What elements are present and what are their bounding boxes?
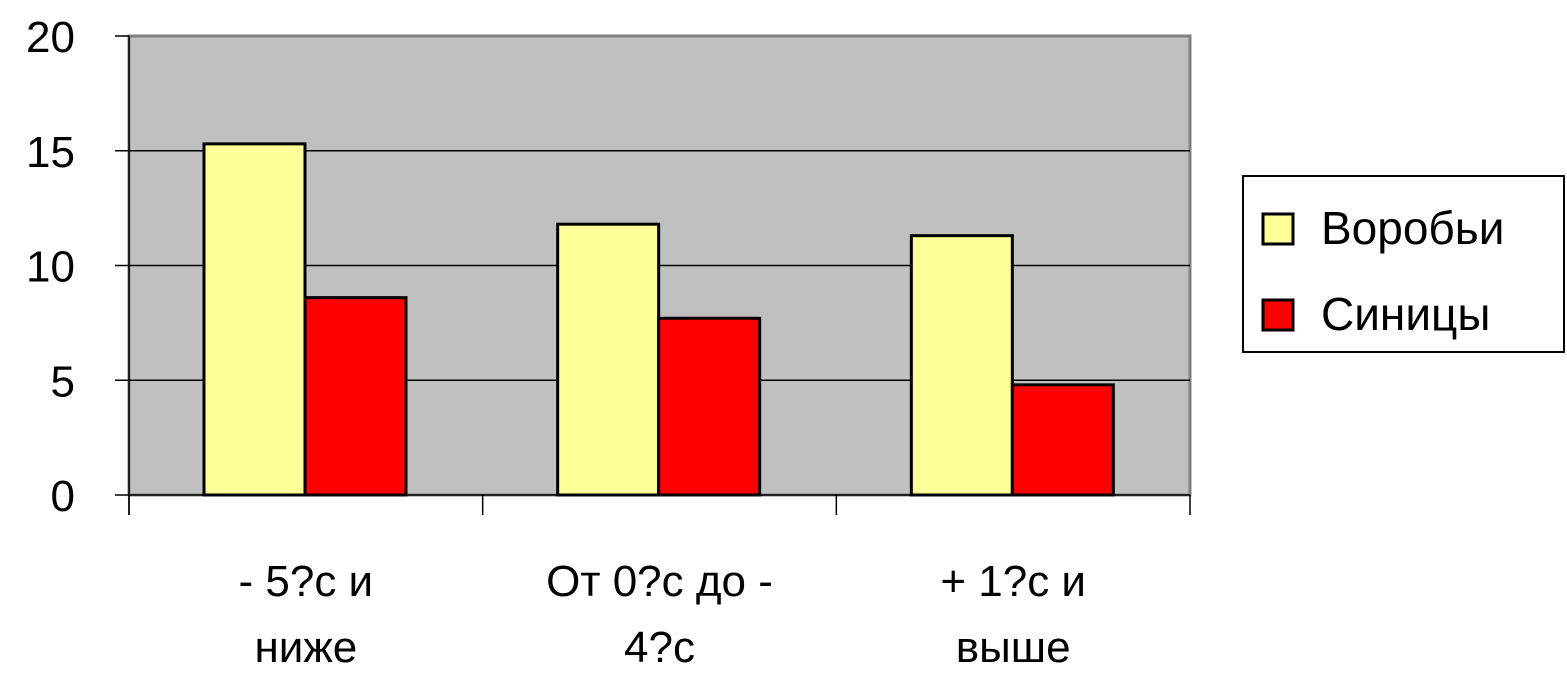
x-category-label: ниже bbox=[254, 623, 357, 670]
bars bbox=[202, 142, 1115, 497]
legend-label: Синицы bbox=[1321, 288, 1490, 340]
bar-vorobyi bbox=[909, 234, 1014, 497]
x-category-label: + 1?с и bbox=[940, 557, 1086, 606]
legend-box bbox=[1242, 175, 1565, 353]
legend-swatch bbox=[1261, 212, 1295, 246]
bar-vorobyi bbox=[202, 142, 307, 497]
x-category-label: От 0?с до - bbox=[546, 557, 773, 606]
legend-label: Воробьи bbox=[1321, 202, 1504, 254]
y-tick-label: 20 bbox=[26, 13, 75, 62]
legend-swatch bbox=[1261, 298, 1295, 332]
axis-labels: 0 5 10 15 20 - 5?с и ниже От 0?с до - 4?с + 1?с и… bbox=[26, 13, 1086, 672]
bar-sinitsy bbox=[303, 296, 408, 497]
x-category-label: выше bbox=[956, 623, 1071, 670]
legend: Воробьи Синицы bbox=[1242, 175, 1565, 353]
y-tick-label: 15 bbox=[26, 128, 75, 177]
y-tick-label: 5 bbox=[51, 357, 75, 406]
axes bbox=[115, 35, 1191, 515]
bar-sinitsy bbox=[657, 316, 762, 497]
x-category-label: 4?с bbox=[624, 623, 695, 670]
bar-vorobyi bbox=[556, 222, 661, 497]
y-tick-label: 10 bbox=[26, 243, 75, 292]
y-tick-label: 0 bbox=[51, 472, 75, 521]
x-category-label: - 5?с и bbox=[239, 557, 374, 606]
bar-sinitsy bbox=[1010, 383, 1115, 497]
